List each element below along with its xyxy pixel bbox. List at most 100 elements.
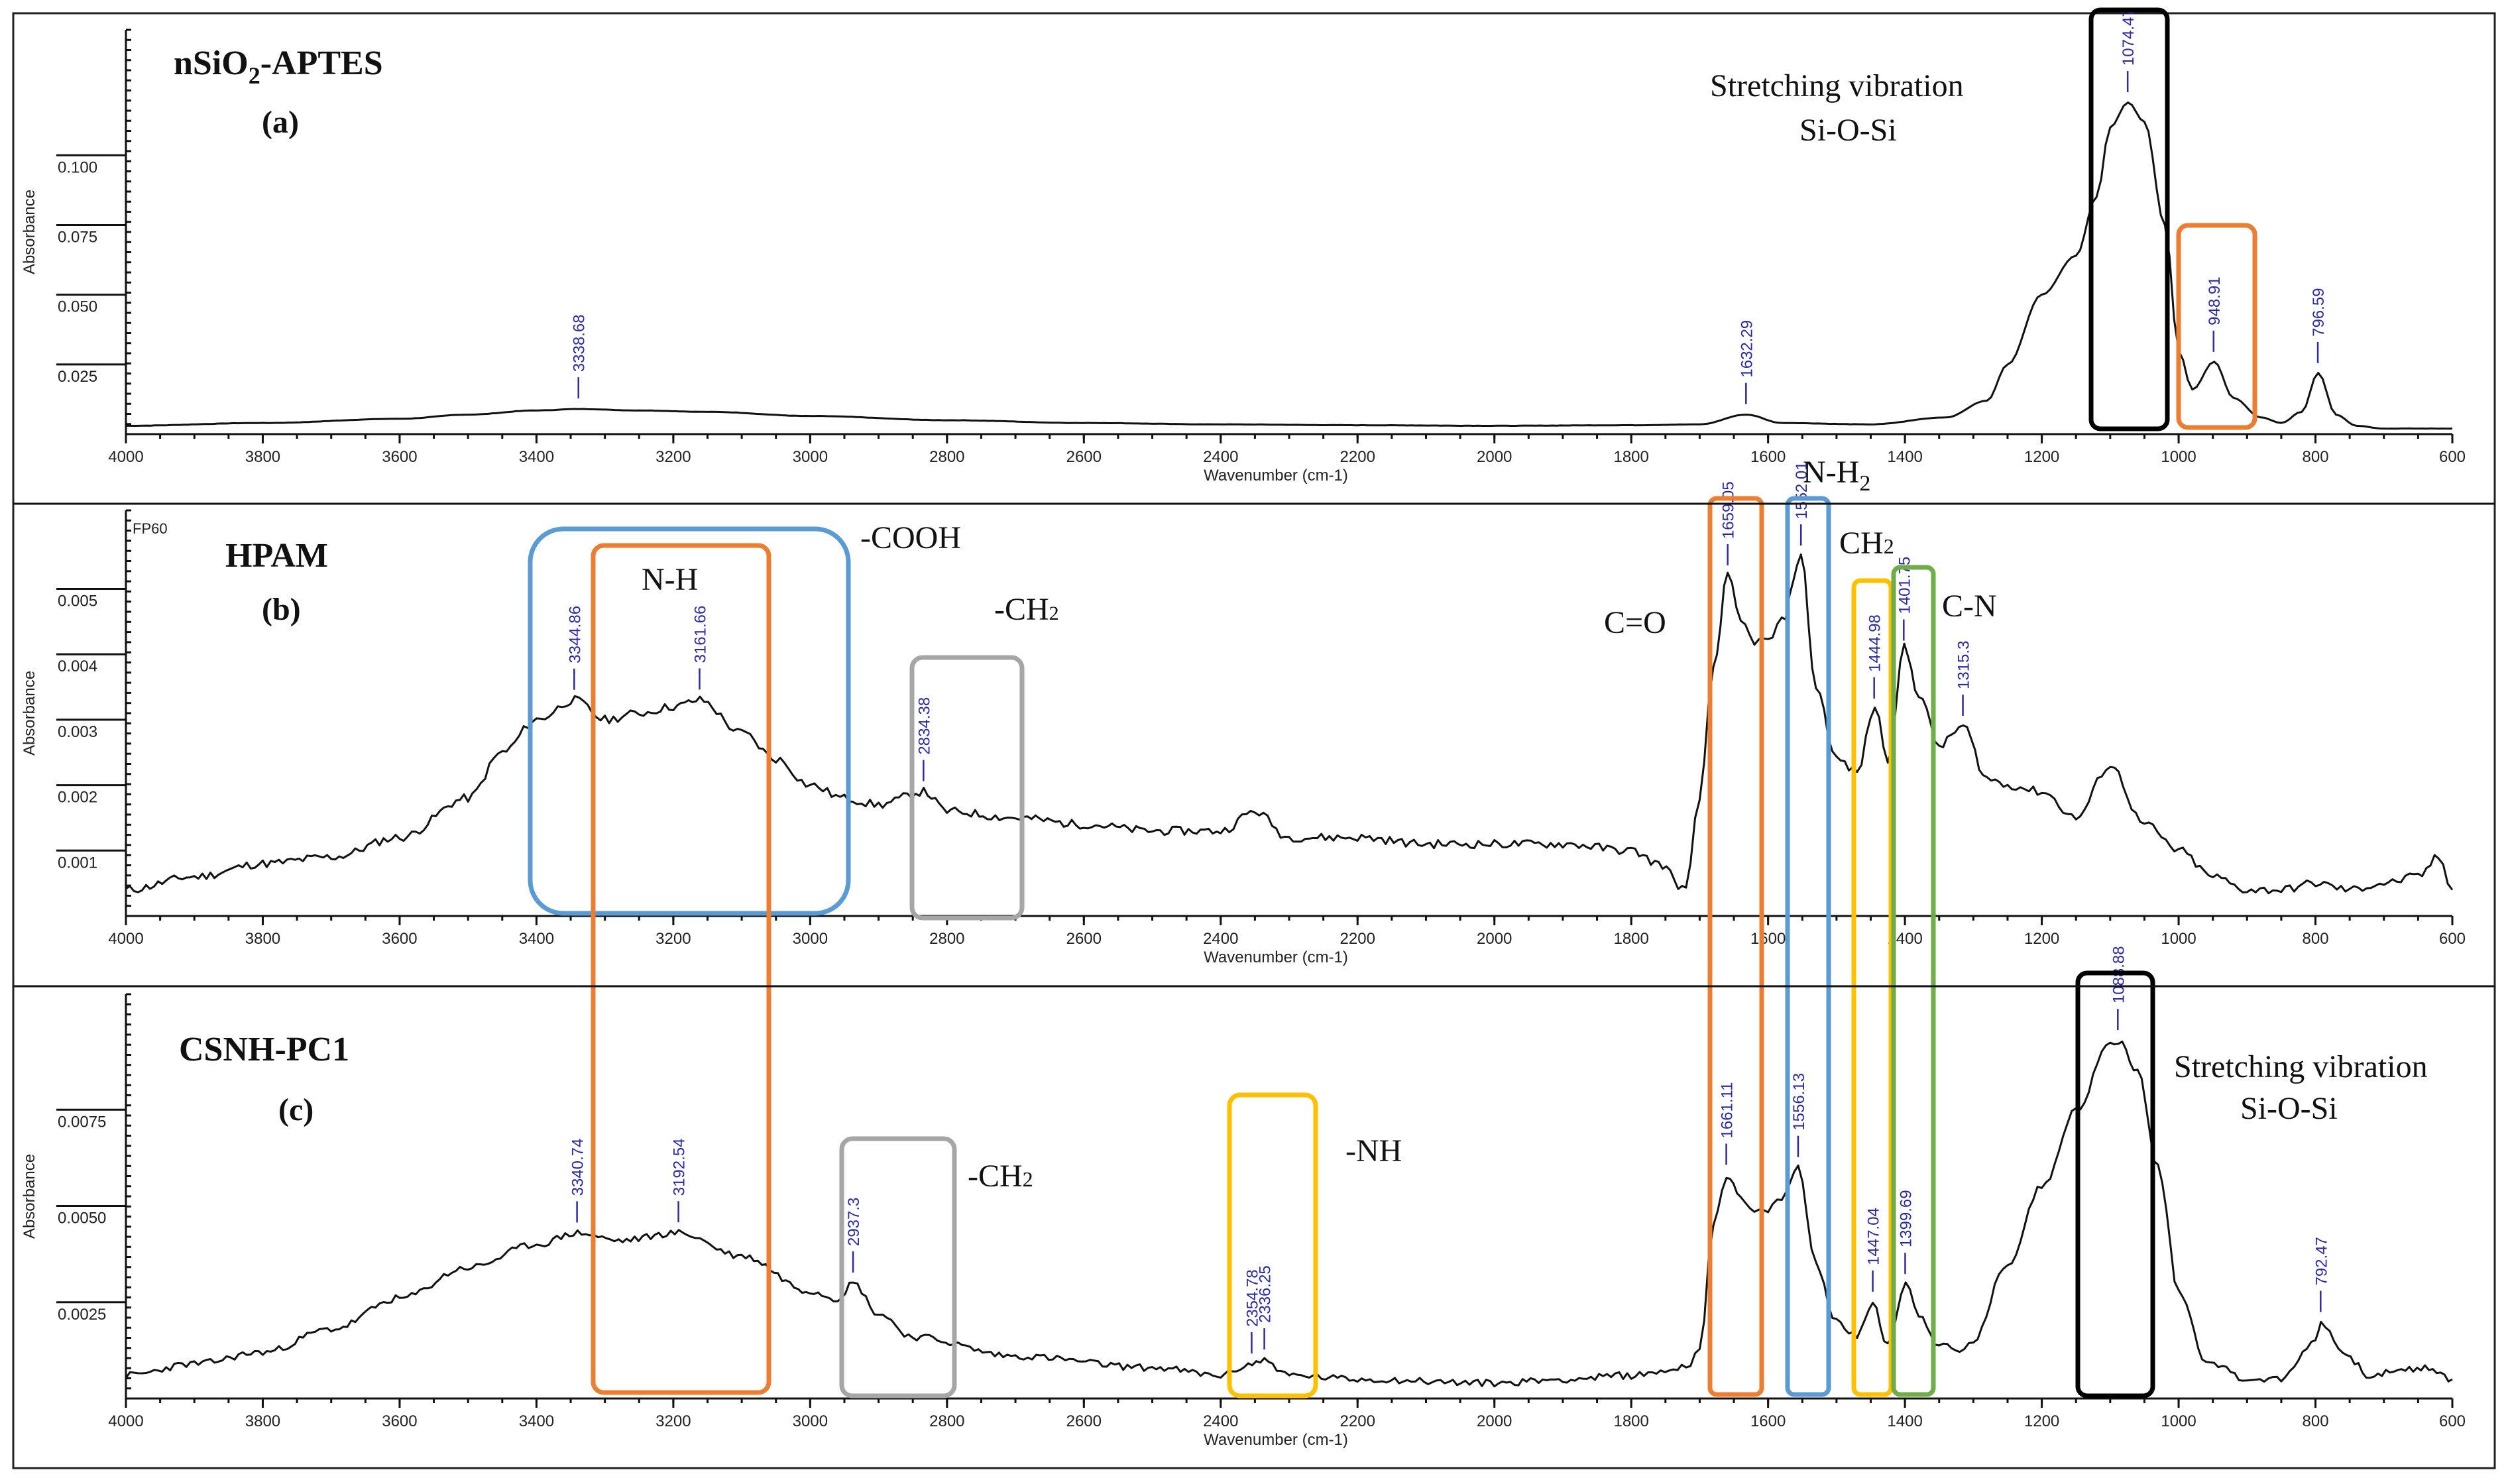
peak-label: 2336.25	[1257, 1265, 1275, 1323]
x-tick-label: 4000	[108, 1412, 143, 1430]
peak-label: 1315.3	[1955, 641, 1973, 689]
x-tick-label: 3400	[519, 448, 554, 466]
x-tick-label: 2600	[1066, 930, 1102, 948]
peak-label: 1074.47	[2120, 8, 2138, 66]
panel-c: 4000 3800 3600 3400 3200 3000 2800 2600 2400 2200…	[21, 946, 2466, 1449]
box-b-gray	[909, 655, 1025, 921]
annot-b-co: C=O	[1604, 605, 1666, 640]
x-tick-label: 3200	[656, 448, 691, 466]
box-c-black	[2075, 970, 2155, 1398]
figure-frame	[12, 12, 2496, 1469]
x-tick-label: 3800	[245, 1412, 280, 1430]
y-tick-label: 0.003	[58, 723, 97, 741]
x-tick-label: 2800	[929, 930, 964, 948]
peak-label: 3161.66	[691, 606, 709, 663]
x-tick-label: 2400	[1203, 930, 1238, 948]
panel-a-title: nSiO2-APTES	[174, 44, 383, 89]
x-tick-label: 1600	[1750, 930, 1786, 948]
y-tick-label: 0.005	[58, 592, 97, 610]
x-axis-title: Wavenumber (cm-1)	[1204, 1431, 1348, 1449]
x-tick-label: 2200	[1340, 1412, 1375, 1430]
peak-label: 948.91	[2206, 276, 2224, 325]
x-tick-label: 600	[2439, 448, 2466, 466]
x-tick-label: 1000	[2161, 1412, 2196, 1430]
box-bc-orange	[591, 543, 771, 1395]
x-tick-label: 800	[2303, 1412, 2329, 1430]
annot-b-nh2: N-H2	[1803, 455, 1870, 496]
x-tick-label: 3000	[793, 448, 828, 466]
y-axis-title: Absorbance	[21, 190, 38, 274]
x-tick-label: 3600	[382, 448, 417, 466]
x-tick-label: 3000	[793, 1412, 828, 1430]
annot-c-sios: Si-O-Si	[2240, 1091, 2338, 1126]
panel-b-tag: FP60	[133, 520, 168, 537]
peak-label: 1399.69	[1897, 1190, 1915, 1247]
x-tick-label: 1800	[1613, 1412, 1648, 1430]
peak-label: 1632.29	[1738, 320, 1756, 378]
peak-label: 2937.3	[845, 1198, 863, 1246]
x-tick-label: 4000	[108, 448, 143, 466]
box-a-black	[2088, 7, 2170, 431]
x-tick-label: 2800	[929, 1412, 964, 1430]
x-tick-label: 3400	[519, 930, 554, 948]
peak-label: 1447.04	[1865, 1208, 1883, 1265]
series-line	[125, 553, 2454, 895]
x-tick-label: 1800	[1613, 930, 1648, 948]
y-tick-label: 0.001	[58, 854, 97, 872]
y-axis-title: Absorbance	[21, 1154, 38, 1239]
x-tick-label: 1600	[1750, 1412, 1786, 1430]
panel-b-title: HPAM	[225, 537, 328, 575]
peak-label: 2834.38	[915, 697, 933, 755]
annot-b-cooh: -COOH	[860, 520, 961, 555]
peak-label: 2354.78	[1243, 1269, 1261, 1327]
box-c-gray	[839, 1136, 957, 1398]
panel-a-letter: (a)	[262, 105, 299, 140]
y-tick-label: 0.050	[58, 298, 97, 316]
x-tick-label: 2800	[929, 448, 964, 466]
peak-label: 3192.54	[671, 1138, 689, 1196]
x-tick-label: 3600	[382, 930, 417, 948]
peak-label: 1552.01	[1793, 461, 1811, 519]
peak-label: 1556.13	[1790, 1073, 1808, 1131]
peak-label: 3344.86	[566, 606, 584, 663]
y-tick-label: 0.0025	[58, 1306, 106, 1324]
x-tick-label: 3800	[245, 930, 280, 948]
y-tick-label: 0.075	[58, 228, 97, 246]
x-tick-label: 600	[2439, 930, 2466, 948]
x-tick-label: 1200	[2024, 930, 2059, 948]
x-tick-label: 2400	[1203, 1412, 1238, 1430]
x-tick-label: 2400	[1203, 448, 1238, 466]
box-b-blue	[528, 526, 851, 916]
panel-c-title: CSNH-PC1	[179, 1031, 349, 1068]
x-tick-label: 2600	[1066, 448, 1102, 466]
peak-label: 792.47	[2312, 1237, 2330, 1285]
annot-b-nh: N-H	[642, 562, 698, 597]
y-tick-label: 0.100	[58, 158, 97, 176]
x-tick-label: 1200	[2024, 448, 2059, 466]
y-tick-label: 0.0075	[58, 1113, 106, 1131]
peak-label: 1444.98	[1866, 614, 1884, 672]
x-tick-label: 600	[2439, 1412, 2466, 1430]
peak-label: 1659.05	[1720, 481, 1738, 539]
x-tick-label: 3600	[382, 1412, 417, 1430]
box-a-orange	[2176, 223, 2257, 430]
annot-c-stretching: Stretching vibration	[2174, 1049, 2428, 1084]
x-tick-label: 2000	[1477, 930, 1512, 948]
y-tick-label: 0.002	[58, 789, 97, 807]
peak-label: 1661.11	[1719, 1082, 1737, 1139]
y-tick-label: 0.004	[58, 657, 97, 675]
annot-b-cn: C-N	[1942, 589, 1997, 624]
x-tick-label: 2600	[1066, 1412, 1102, 1430]
x-tick-label: 3400	[519, 1412, 554, 1430]
peak-label: 3340.74	[569, 1139, 587, 1196]
annot-a-stretching: Stretching vibration	[1710, 68, 1964, 103]
x-tick-label: 2200	[1340, 448, 1375, 466]
peak-label: 3338.68	[571, 314, 589, 372]
x-tick-label: 3000	[793, 930, 828, 948]
x-tick-label: 1600	[1750, 448, 1786, 466]
panel-a: 4000 3800 3600 3400 3200 3000 2800 2600 2400 2200…	[21, 8, 2466, 485]
peak-label: 796.59	[2310, 288, 2328, 336]
series-line	[125, 1040, 2453, 1388]
x-axis-title: Wavenumber (cm-1)	[1204, 948, 1348, 966]
